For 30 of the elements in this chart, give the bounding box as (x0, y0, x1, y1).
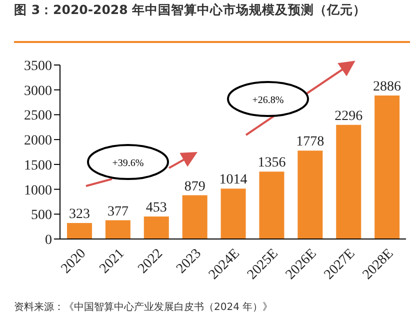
annotation: +26.8% (252, 95, 284, 106)
text: 资料来源：《中国智算中心产业发展白皮书（2024 年）》 (14, 300, 273, 314)
bar (144, 216, 169, 239)
bar (259, 172, 284, 239)
data-label: 377 (107, 204, 128, 220)
bar (105, 220, 130, 239)
y-tick-label: 1500 (24, 158, 52, 174)
bar (182, 195, 208, 239)
y-tick-label: 3500 (24, 58, 52, 74)
chart-title: 图 3：2020-2028 年中国智算中心市场规模及预测（亿元） (14, 2, 366, 19)
bar (374, 96, 400, 239)
bar (67, 222, 92, 239)
data-label: 2886 (373, 80, 402, 95)
data-label: 1356 (258, 156, 286, 171)
bar (298, 150, 323, 239)
data-label: 453 (146, 200, 167, 216)
data-label: 879 (184, 179, 206, 194)
y-tick-label: 3000 (24, 84, 52, 99)
y-tick-label: 500 (31, 208, 52, 224)
y-tick-label: 2500 (24, 108, 52, 124)
annotation: +39.6% (112, 158, 144, 169)
bar (220, 188, 246, 239)
y-tick-label: 2000 (24, 134, 52, 149)
data-label: 323 (69, 206, 90, 222)
data-label: 1778 (296, 134, 324, 150)
data-label: 1014 (219, 172, 248, 188)
data-label: 2296 (334, 108, 363, 124)
bar (336, 124, 362, 239)
y-tick-label: 0 (45, 232, 52, 248)
y-tick-label: 1000 (24, 183, 52, 198)
